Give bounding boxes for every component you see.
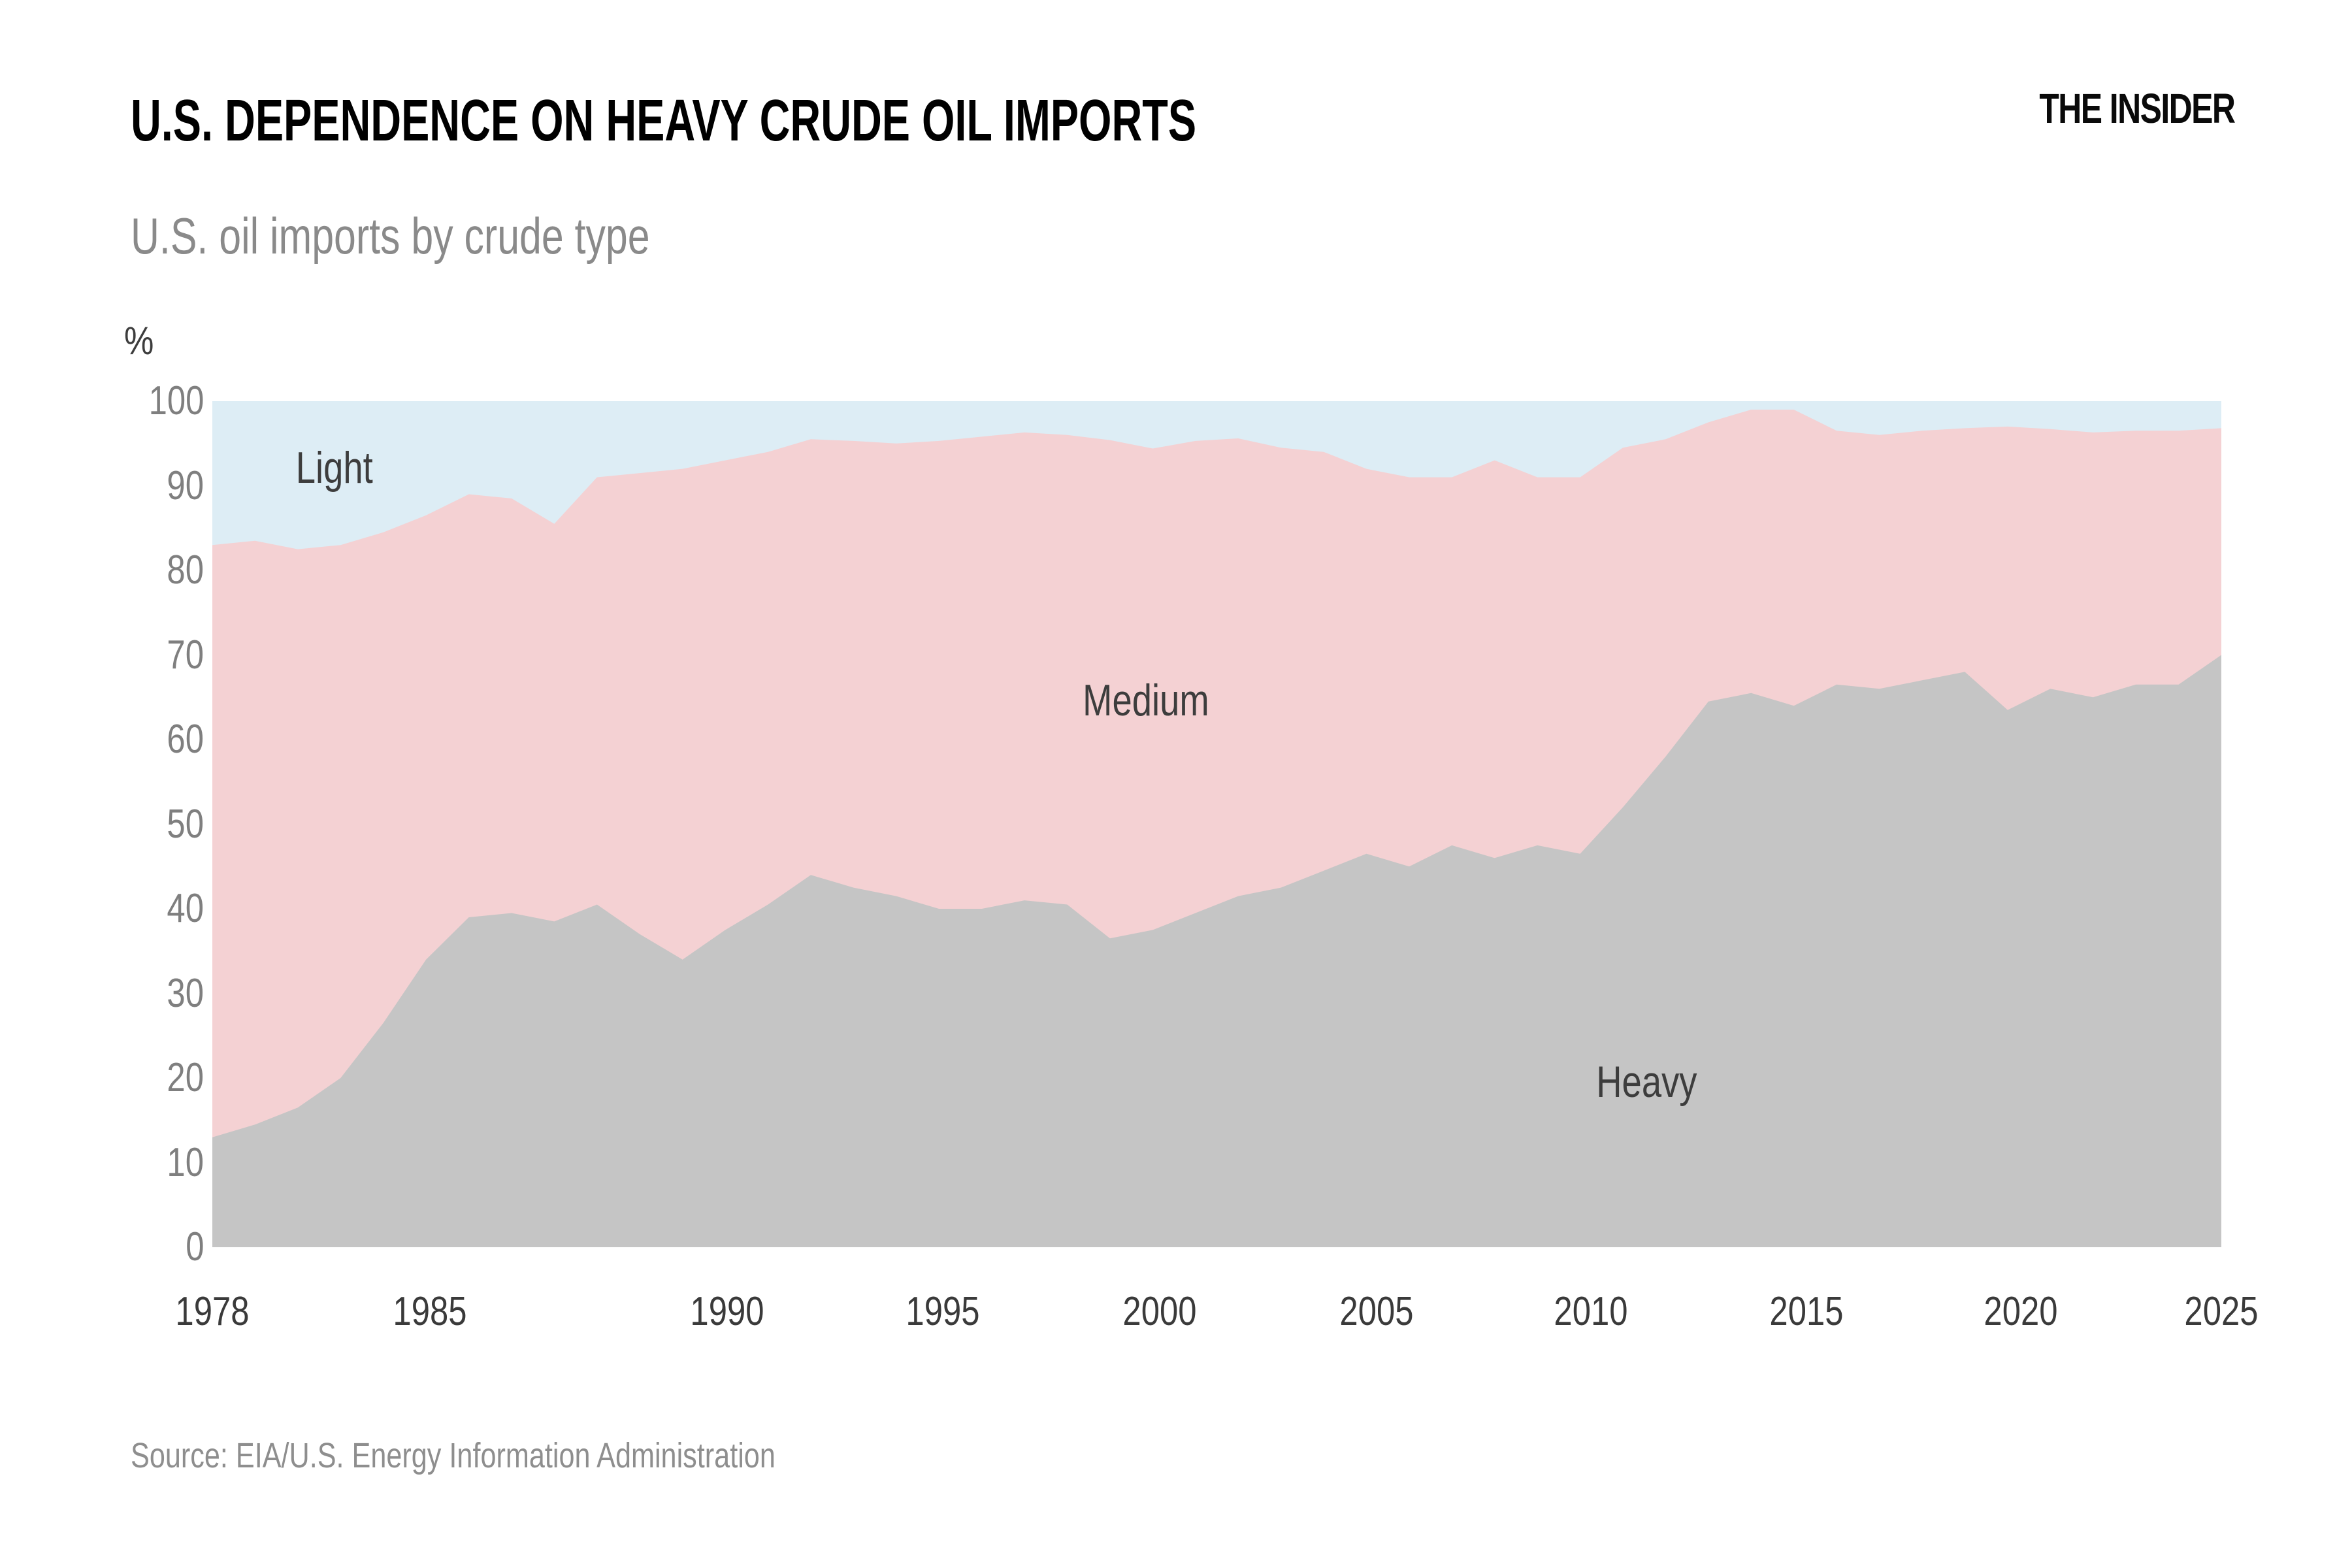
area-label-medium: Medium [1009,678,1283,723]
x-tick-label-1990: 1990 [649,1291,806,1333]
x-tick-text: 2015 [1769,1289,1844,1334]
x-tick-text: 1995 [906,1289,980,1334]
x-tick-label-1985: 1985 [351,1291,508,1333]
x-tick-text: 2005 [1339,1289,1414,1334]
x-tick-text: 2025 [2184,1289,2259,1334]
y-tick-text: 20 [167,1055,204,1100]
y-tick-label-30: 30 [60,973,204,1014]
x-tick-label-2015: 2015 [1728,1291,1885,1333]
y-tick-label-0: 0 [60,1227,204,1267]
y-tick-label-100: 100 [60,381,204,421]
y-tick-text: 30 [167,970,204,1016]
x-tick-text: 2010 [1554,1289,1628,1334]
area-label-text: Light [296,443,373,493]
x-tick-label-1978: 1978 [134,1291,291,1333]
y-tick-text: 90 [167,463,204,508]
page-title: U.S. DEPENDENCE ON HEAVY CRUDE OIL IMPOR… [131,91,1610,150]
source-note: Source: EIA/U.S. Energy Information Admi… [131,1435,937,1477]
x-tick-label-2000: 2000 [1081,1291,1238,1333]
area-heavy [212,655,2221,1247]
y-tick-text: 60 [167,717,204,762]
area-chart-canvas [212,401,2221,1247]
x-tick-text: 1985 [393,1289,467,1334]
y-tick-text: 100 [148,378,204,423]
y-tick-label-40: 40 [60,889,204,929]
x-tick-text: 2000 [1122,1289,1197,1334]
x-tick-text: 1990 [690,1289,764,1334]
x-tick-label-2020: 2020 [1942,1291,2099,1333]
brand-logo: THE INSIDER [1984,85,2236,132]
source-note-text: Source: EIA/U.S. Energy Information Admi… [131,1436,776,1475]
x-tick-label-2010: 2010 [1512,1291,1669,1333]
y-tick-label-80: 80 [60,550,204,591]
x-tick-label-1995: 1995 [864,1291,1021,1333]
area-label-text: Heavy [1595,1057,1697,1107]
chart-subtitle: U.S. oil imports by crude type [131,210,796,261]
x-tick-text: 1978 [175,1289,250,1334]
y-tick-text: 10 [167,1139,204,1185]
y-tick-text: 0 [185,1224,204,1269]
y-tick-label-20: 20 [60,1058,204,1098]
area-label-text: Medium [1083,676,1209,725]
brand-logo-text: THE INSIDER [2038,85,2236,132]
y-tick-label-50: 50 [60,804,204,845]
x-tick-label-2025: 2025 [2143,1291,2300,1333]
page-title-text: U.S. DEPENDENCE ON HEAVY CRUDE OIL IMPOR… [131,88,1197,154]
y-tick-label-70: 70 [60,632,204,678]
x-tick-text: 2020 [1984,1289,2058,1334]
y-axis-unit-label: % [97,321,182,361]
y-tick-text: 50 [167,801,204,847]
area-label-light: Light [197,446,472,490]
y-axis-unit-text: % [124,319,154,363]
y-tick-label-10: 10 [60,1139,204,1185]
stacked-area-plot [212,401,2221,1247]
y-tick-label-60: 60 [60,719,204,760]
y-tick-label-90: 90 [60,463,204,508]
chart-subtitle-text: U.S. oil imports by crude type [131,207,650,265]
y-tick-text: 80 [167,547,204,593]
area-label-heavy: Heavy [1509,1060,1784,1104]
y-tick-text: 40 [167,886,204,931]
y-tick-text: 70 [167,632,204,678]
x-tick-label-2005: 2005 [1298,1291,1455,1333]
